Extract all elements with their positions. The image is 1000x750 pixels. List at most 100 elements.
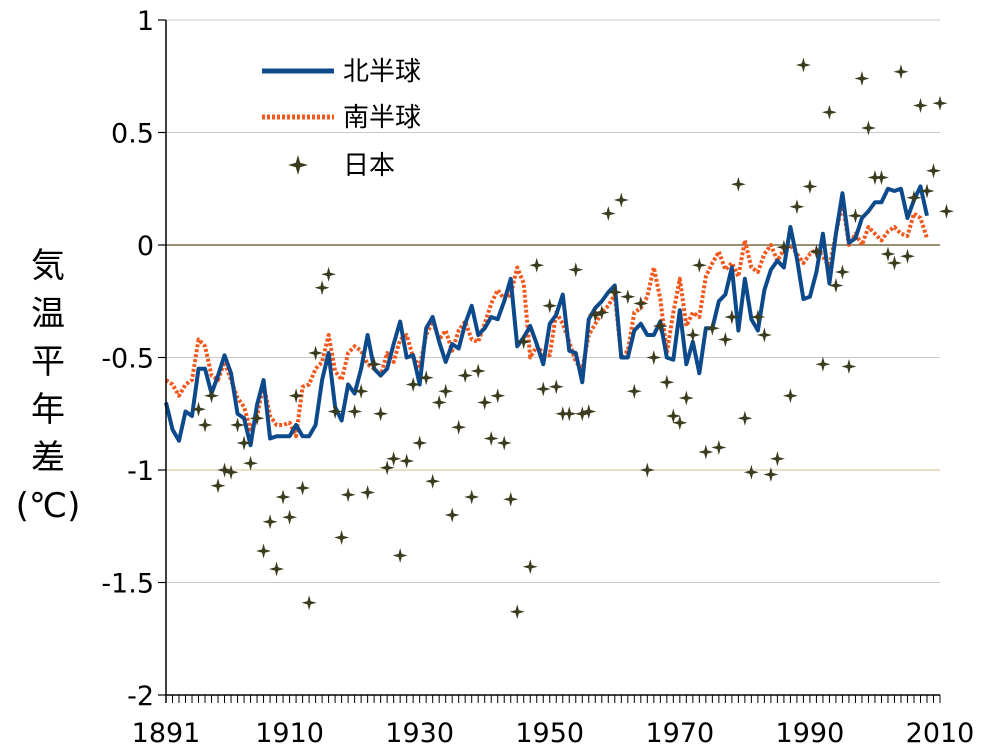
japan-point	[685, 327, 701, 343]
series-line-north	[164, 184, 929, 448]
japan-point	[620, 289, 636, 305]
japan-point	[249, 410, 265, 426]
japan-point	[802, 179, 818, 194]
japan-point	[483, 431, 499, 446]
japan-point	[939, 203, 955, 219]
japan-point	[477, 395, 493, 410]
japan-point	[639, 462, 655, 478]
x-tick-label: 1891	[132, 718, 201, 749]
japan-point	[295, 480, 311, 496]
japan-point	[932, 95, 948, 111]
japan-point	[243, 455, 259, 471]
japan-point	[828, 278, 844, 293]
y-tick-label: -1	[127, 456, 154, 487]
japan-point	[470, 363, 486, 379]
japan-point	[412, 435, 428, 451]
japan-point	[210, 478, 226, 494]
japan-point	[860, 120, 876, 136]
series-line-south	[164, 200, 929, 439]
japan-point	[561, 406, 577, 422]
japan-point	[756, 327, 772, 343]
japan-point	[678, 390, 694, 406]
japan-point	[704, 320, 720, 336]
japan-point	[347, 404, 363, 419]
x-tick-label: 1950	[515, 718, 584, 749]
y-axis-label-char: 気	[31, 246, 65, 286]
japan-point	[288, 388, 304, 404]
japan-point	[353, 383, 369, 399]
x-tick-label: 1930	[385, 718, 454, 749]
japan-point	[308, 345, 324, 361]
japan-point	[496, 435, 512, 451]
axes	[158, 19, 941, 703]
japan-point	[204, 388, 220, 404]
japan-point	[256, 543, 272, 559]
japan-point	[808, 244, 824, 260]
japan-point	[626, 383, 642, 399]
japan-point	[490, 388, 506, 404]
y-axis-label-char: 差	[31, 438, 65, 478]
japan-point	[737, 410, 753, 426]
japan-point	[334, 530, 350, 545]
japan-point	[789, 199, 805, 215]
japan-point	[834, 264, 850, 280]
japan-point	[750, 309, 766, 325]
japan-point	[925, 163, 941, 179]
japan-point	[665, 408, 681, 424]
japan-markers	[191, 57, 955, 620]
japan-point	[594, 305, 610, 320]
japan-point	[230, 417, 246, 433]
japan-point	[366, 356, 382, 372]
japan-point	[340, 487, 356, 503]
japan-point	[223, 464, 239, 480]
japan-point	[457, 368, 473, 383]
japan-point	[568, 262, 584, 278]
japan-point	[893, 64, 909, 80]
y-tick-label: -2	[127, 681, 154, 712]
japan-point	[262, 514, 278, 530]
japan-point	[464, 489, 480, 505]
japan-point	[795, 57, 811, 73]
japan-point	[659, 374, 675, 390]
japan-point	[886, 255, 902, 271]
japan-point	[581, 404, 597, 419]
japan-point	[516, 334, 532, 350]
japan-point	[815, 356, 831, 372]
japan-point	[321, 266, 337, 282]
japan-point	[854, 71, 870, 86]
x-tick-label: 1990	[776, 718, 845, 749]
x-tick-label: 2010	[906, 718, 975, 749]
japan-point	[535, 381, 551, 397]
japan-point	[444, 507, 460, 523]
japan-point	[782, 388, 798, 404]
y-axis-label-char: 年	[31, 390, 65, 430]
japan-point	[919, 183, 935, 199]
japan-point	[509, 604, 525, 620]
y-axis-label-char: 平	[31, 342, 65, 382]
series-lines	[164, 184, 929, 448]
japan-point	[275, 489, 291, 505]
japan-point	[847, 208, 863, 224]
japan-point	[899, 248, 915, 264]
japan-point	[360, 485, 376, 500]
gridlines	[166, 19, 940, 583]
japan-point	[743, 464, 759, 480]
japan-point	[236, 435, 252, 451]
japan-point	[301, 595, 317, 611]
japan-point	[574, 406, 590, 422]
japan-point	[717, 332, 733, 347]
y-tick-label: -1.5	[101, 569, 154, 600]
japan-point	[873, 170, 889, 185]
japan-point	[672, 415, 688, 431]
y-tick-label: 0.5	[111, 119, 154, 150]
japan-point	[724, 309, 740, 325]
japan-point	[633, 296, 649, 311]
legend-japan-label: 日本	[343, 151, 395, 181]
japan-point	[711, 440, 727, 455]
y-tick-label: 0	[137, 231, 154, 262]
legend-japan-marker	[288, 155, 308, 175]
japan-point	[438, 383, 454, 399]
japan-point	[880, 246, 896, 262]
x-tick-label: 1970	[645, 718, 714, 749]
